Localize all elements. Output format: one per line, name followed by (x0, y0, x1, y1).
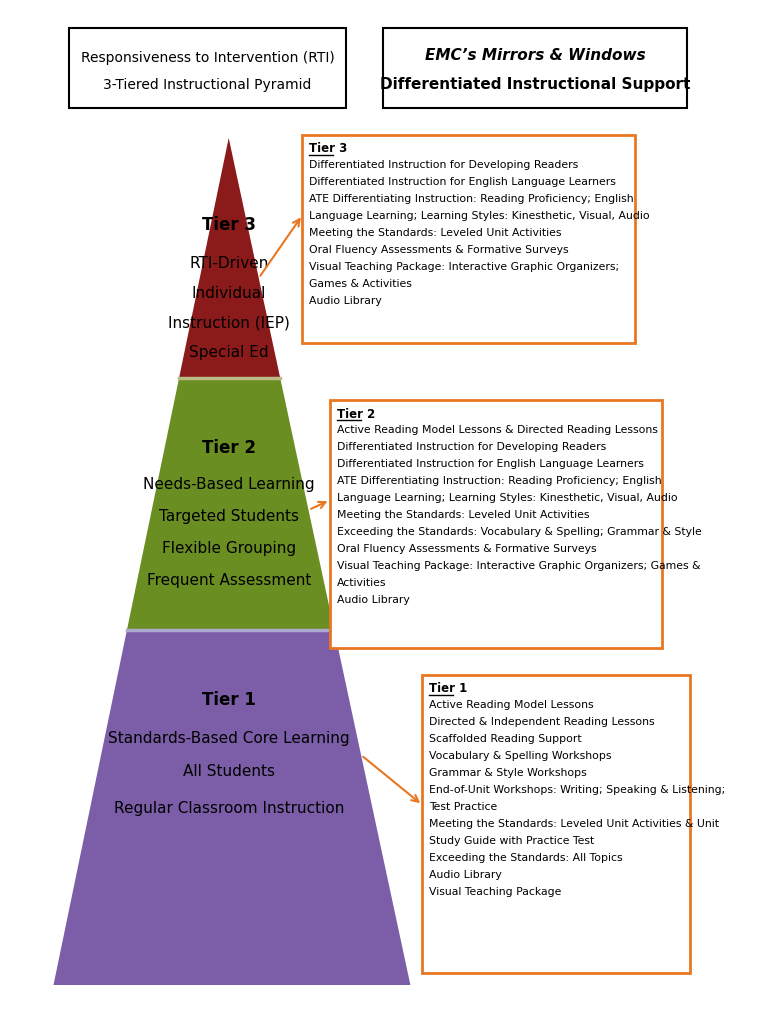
Polygon shape (53, 630, 410, 985)
FancyBboxPatch shape (423, 675, 690, 973)
Text: Games & Activities: Games & Activities (309, 279, 412, 289)
Text: Language Learning; Learning Styles: Kinesthetic, Visual, Audio: Language Learning; Learning Styles: Kine… (309, 211, 650, 221)
Text: Activities: Activities (336, 578, 386, 588)
Text: Tier 2: Tier 2 (336, 408, 375, 421)
Text: Tier 3: Tier 3 (202, 216, 256, 234)
Polygon shape (127, 378, 334, 630)
Text: Audio Library: Audio Library (336, 595, 410, 605)
Text: Exceeding the Standards: All Topics: Exceeding the Standards: All Topics (429, 853, 622, 863)
Text: Tier 2: Tier 2 (202, 439, 256, 457)
Text: Flexible Grouping: Flexible Grouping (162, 541, 296, 555)
Text: Standards-Based Core Learning: Standards-Based Core Learning (108, 730, 350, 745)
Text: Study Guide with Practice Test: Study Guide with Practice Test (429, 836, 594, 846)
Text: Directed & Independent Reading Lessons: Directed & Independent Reading Lessons (429, 717, 654, 727)
Text: Vocabulary & Spelling Workshops: Vocabulary & Spelling Workshops (429, 751, 611, 761)
Text: Tier 1: Tier 1 (202, 691, 256, 709)
Text: Differentiated Instruction for Developing Readers: Differentiated Instruction for Developin… (309, 160, 578, 170)
Text: Individual: Individual (192, 286, 266, 300)
Text: Regular Classroom Instruction: Regular Classroom Instruction (113, 801, 344, 815)
Text: Audio Library: Audio Library (309, 296, 382, 306)
Text: Visual Teaching Package: Visual Teaching Package (429, 887, 561, 897)
Text: Active Reading Model Lessons: Active Reading Model Lessons (429, 700, 594, 710)
FancyBboxPatch shape (383, 28, 687, 108)
Text: Differentiated Instruction for English Language Learners: Differentiated Instruction for English L… (309, 177, 616, 187)
Text: Grammar & Style Workshops: Grammar & Style Workshops (429, 768, 587, 778)
Text: RTI-Driven: RTI-Driven (189, 256, 269, 270)
Text: Differentiated Instructional Support: Differentiated Instructional Support (380, 77, 690, 91)
Text: Visual Teaching Package: Interactive Graphic Organizers;: Visual Teaching Package: Interactive Gra… (309, 262, 619, 272)
Text: Special Ed: Special Ed (189, 345, 269, 360)
Text: Meeting the Standards: Leveled Unit Activities: Meeting the Standards: Leveled Unit Acti… (336, 510, 589, 520)
Text: Tier 1: Tier 1 (429, 683, 467, 695)
Text: Visual Teaching Package: Interactive Graphic Organizers; Games &: Visual Teaching Package: Interactive Gra… (336, 561, 700, 571)
Text: Differentiated Instruction for Developing Readers: Differentiated Instruction for Developin… (336, 442, 606, 452)
Text: Oral Fluency Assessments & Formative Surveys: Oral Fluency Assessments & Formative Sur… (309, 245, 568, 255)
Text: All Students: All Students (182, 765, 275, 779)
Text: Frequent Assessment: Frequent Assessment (146, 572, 311, 588)
FancyBboxPatch shape (303, 135, 634, 343)
FancyBboxPatch shape (69, 28, 346, 108)
Text: Targeted Students: Targeted Students (159, 509, 299, 523)
Text: Oral Fluency Assessments & Formative Surveys: Oral Fluency Assessments & Formative Sur… (336, 544, 596, 554)
Text: Responsiveness to Intervention (RTI): Responsiveness to Intervention (RTI) (81, 51, 334, 65)
Text: Audio Library: Audio Library (429, 870, 501, 880)
Text: Language Learning; Learning Styles: Kinesthetic, Visual, Audio: Language Learning; Learning Styles: Kine… (336, 493, 678, 503)
Text: Exceeding the Standards: Vocabulary & Spelling; Grammar & Style: Exceeding the Standards: Vocabulary & Sp… (336, 527, 701, 537)
Text: Instruction (IEP): Instruction (IEP) (168, 315, 290, 331)
Text: Active Reading Model Lessons & Directed Reading Lessons: Active Reading Model Lessons & Directed … (336, 425, 658, 435)
Polygon shape (179, 138, 280, 378)
Text: Scaffolded Reading Support: Scaffolded Reading Support (429, 734, 581, 744)
Text: Test Practice: Test Practice (429, 802, 497, 812)
Text: Differentiated Instruction for English Language Learners: Differentiated Instruction for English L… (336, 459, 644, 469)
Text: Meeting the Standards: Leveled Unit Activities: Meeting the Standards: Leveled Unit Acti… (309, 228, 561, 238)
Text: End-of-Unit Workshops: Writing; Speaking & Listening;: End-of-Unit Workshops: Writing; Speaking… (429, 785, 725, 795)
Text: Tier 3: Tier 3 (309, 142, 347, 156)
Text: ATE Differentiating Instruction: Reading Proficiency; English: ATE Differentiating Instruction: Reading… (336, 476, 661, 486)
Text: 3-Tiered Instructional Pyramid: 3-Tiered Instructional Pyramid (103, 78, 312, 92)
Text: Meeting the Standards: Leveled Unit Activities & Unit: Meeting the Standards: Leveled Unit Acti… (429, 819, 719, 829)
FancyBboxPatch shape (330, 400, 662, 648)
Text: ATE Differentiating Instruction: Reading Proficiency; English: ATE Differentiating Instruction: Reading… (309, 194, 634, 204)
Text: EMC’s Mirrors & Windows: EMC’s Mirrors & Windows (424, 48, 645, 63)
Text: Needs-Based Learning: Needs-Based Learning (143, 476, 314, 492)
